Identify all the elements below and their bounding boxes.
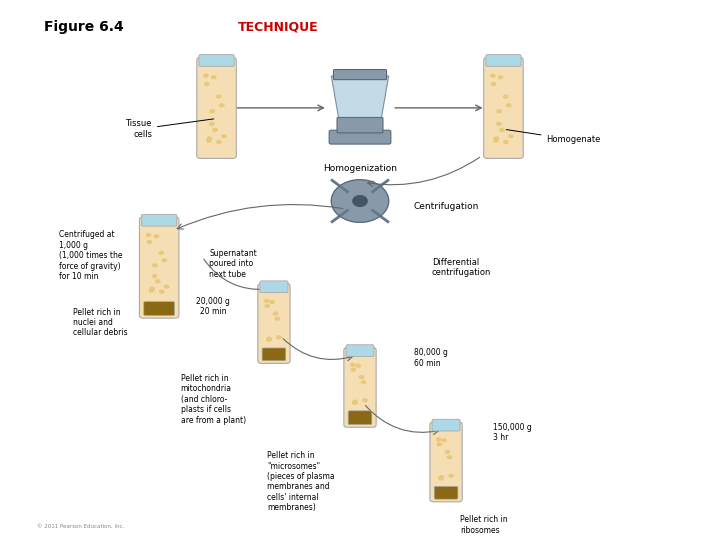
Circle shape — [209, 122, 215, 126]
Circle shape — [438, 476, 444, 481]
Circle shape — [211, 75, 217, 79]
Circle shape — [269, 300, 275, 304]
Text: Pellet rich in
"microsomes"
(pieces of plasma
membranes and
cells' internal
memb: Pellet rich in "microsomes" (pieces of p… — [267, 451, 334, 512]
FancyBboxPatch shape — [346, 345, 374, 356]
Circle shape — [207, 136, 212, 140]
Circle shape — [505, 103, 511, 107]
Circle shape — [210, 109, 215, 113]
Circle shape — [436, 437, 441, 442]
Text: Homogenization: Homogenization — [323, 164, 397, 173]
Circle shape — [498, 75, 503, 79]
Circle shape — [493, 136, 499, 140]
Polygon shape — [331, 76, 389, 117]
Circle shape — [216, 140, 222, 144]
FancyBboxPatch shape — [430, 422, 462, 502]
FancyBboxPatch shape — [199, 55, 234, 66]
FancyBboxPatch shape — [432, 419, 460, 431]
Circle shape — [508, 134, 513, 138]
Circle shape — [493, 139, 499, 143]
FancyBboxPatch shape — [142, 214, 176, 226]
Circle shape — [490, 73, 495, 78]
Text: Pellet rich in
ribosomes: Pellet rich in ribosomes — [460, 515, 508, 535]
Circle shape — [438, 475, 444, 479]
Circle shape — [273, 312, 279, 316]
Circle shape — [158, 251, 164, 255]
Circle shape — [352, 400, 358, 404]
Circle shape — [221, 134, 227, 138]
FancyBboxPatch shape — [344, 347, 376, 427]
Circle shape — [264, 299, 269, 303]
Circle shape — [446, 455, 452, 460]
Circle shape — [445, 450, 451, 454]
Text: Differential
centrifugation: Differential centrifugation — [432, 258, 491, 277]
FancyBboxPatch shape — [348, 411, 372, 424]
Text: Homogenate: Homogenate — [506, 130, 601, 144]
Text: 150,000 g
3 hr: 150,000 g 3 hr — [492, 423, 531, 442]
Circle shape — [219, 103, 225, 107]
Text: Pellet rich in
nuclei and
cellular debris: Pellet rich in nuclei and cellular debri… — [73, 307, 127, 338]
Circle shape — [355, 363, 361, 368]
Circle shape — [449, 474, 454, 478]
Circle shape — [361, 380, 366, 384]
FancyBboxPatch shape — [484, 57, 523, 158]
Circle shape — [503, 140, 509, 144]
Circle shape — [152, 274, 158, 278]
FancyBboxPatch shape — [140, 217, 179, 318]
FancyBboxPatch shape — [144, 302, 174, 315]
Circle shape — [159, 289, 165, 294]
Text: Supernatant
poured into
next tube: Supernatant poured into next tube — [210, 249, 257, 279]
Circle shape — [331, 180, 389, 222]
Circle shape — [216, 94, 222, 99]
Circle shape — [274, 316, 280, 321]
Text: TECHNIQUE: TECHNIQUE — [238, 20, 319, 33]
Circle shape — [350, 363, 356, 367]
FancyBboxPatch shape — [260, 281, 288, 293]
Circle shape — [145, 233, 151, 237]
Circle shape — [436, 442, 442, 447]
Circle shape — [203, 73, 209, 78]
Circle shape — [503, 94, 508, 99]
Circle shape — [441, 438, 447, 442]
Circle shape — [163, 285, 169, 289]
Text: Centrifugation: Centrifugation — [414, 202, 480, 211]
Circle shape — [206, 139, 212, 143]
Circle shape — [359, 375, 364, 379]
Circle shape — [149, 287, 155, 291]
Circle shape — [212, 128, 218, 132]
Circle shape — [491, 82, 497, 86]
FancyBboxPatch shape — [486, 55, 521, 66]
Circle shape — [352, 401, 358, 405]
Circle shape — [148, 288, 154, 293]
Circle shape — [266, 336, 272, 341]
Text: Tissue
cells: Tissue cells — [125, 119, 214, 139]
Circle shape — [146, 240, 152, 244]
Circle shape — [264, 304, 270, 308]
FancyBboxPatch shape — [333, 70, 387, 79]
Circle shape — [155, 279, 161, 284]
Circle shape — [161, 258, 167, 262]
Circle shape — [496, 109, 502, 113]
FancyBboxPatch shape — [258, 284, 290, 363]
Text: 80,000 g
60 min: 80,000 g 60 min — [414, 348, 448, 368]
FancyBboxPatch shape — [329, 130, 391, 144]
FancyBboxPatch shape — [262, 348, 286, 361]
Text: Figure 6.4: Figure 6.4 — [45, 20, 124, 34]
FancyBboxPatch shape — [434, 487, 458, 499]
Text: © 2011 Pearson Education, Inc.: © 2011 Pearson Education, Inc. — [37, 523, 125, 529]
Circle shape — [266, 338, 271, 342]
Circle shape — [499, 128, 505, 132]
Circle shape — [276, 335, 282, 339]
Circle shape — [353, 195, 367, 206]
Circle shape — [152, 263, 158, 267]
Text: Pellet rich in
mitochondria
(and chloro-
plasts if cells
are from a plant): Pellet rich in mitochondria (and chloro-… — [181, 374, 246, 424]
FancyBboxPatch shape — [197, 57, 236, 158]
Circle shape — [362, 398, 368, 402]
Circle shape — [351, 368, 356, 372]
Circle shape — [204, 82, 210, 86]
Circle shape — [153, 234, 159, 239]
Text: 20,000 g
20 min: 20,000 g 20 min — [196, 297, 230, 316]
FancyBboxPatch shape — [337, 117, 383, 133]
Text: Centrifuged at
1,000 g
(1,000 times the
force of gravity)
for 10 min: Centrifuged at 1,000 g (1,000 times the … — [59, 231, 122, 281]
Circle shape — [496, 122, 502, 126]
